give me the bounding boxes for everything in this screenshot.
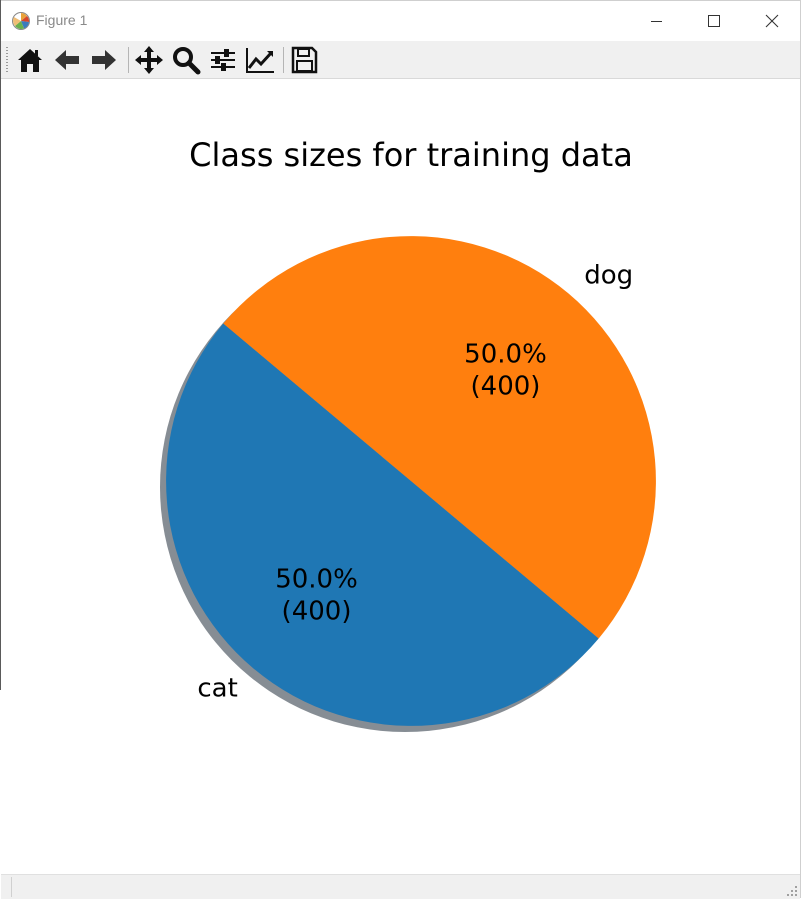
slice-count-dog: (400) (471, 371, 541, 401)
close-button[interactable] (743, 1, 801, 41)
status-separator (11, 877, 12, 897)
home-icon (18, 49, 42, 72)
zoom-button[interactable] (170, 44, 202, 76)
minimize-button[interactable] (627, 1, 685, 41)
line-chart-icon (246, 48, 274, 73)
slice-label-cat: cat (197, 673, 237, 703)
minimize-icon (651, 21, 662, 22)
floppy-disk-icon (291, 46, 318, 74)
edit-axis-button[interactable] (244, 44, 276, 76)
toolbar-grip[interactable] (6, 47, 8, 73)
navigation-toolbar (1, 41, 800, 79)
toolbar-separator (283, 47, 284, 73)
slice-label-dog: dog (584, 261, 633, 291)
configure-subplots-button[interactable] (207, 44, 239, 76)
maximize-icon (708, 15, 720, 27)
forward-button[interactable] (88, 44, 120, 76)
slice-count-cat: (400) (282, 597, 352, 627)
matplotlib-logo-icon (12, 12, 30, 30)
title-bar[interactable]: Figure 1 (1, 0, 800, 41)
save-button[interactable] (288, 44, 320, 76)
window-edge-left (0, 0, 1, 690)
close-icon (765, 14, 779, 28)
arrow-left-icon (55, 50, 79, 70)
back-button[interactable] (51, 44, 83, 76)
sliders-icon (211, 49, 235, 71)
arrow-right-icon (92, 50, 116, 70)
resize-grip-icon[interactable] (786, 885, 798, 897)
maximize-button[interactable] (685, 1, 743, 41)
window-title: Figure 1 (36, 12, 88, 28)
slice-percent-cat: 50.0% (275, 565, 358, 595)
chart-title: Class sizes for training data (189, 136, 633, 174)
home-button[interactable] (14, 44, 46, 76)
pie-slice-cat[interactable] (166, 323, 599, 726)
slice-percent-dog: 50.0% (464, 339, 547, 369)
pan-button[interactable] (133, 44, 165, 76)
move-icon (135, 46, 163, 74)
toolbar-separator (128, 47, 129, 73)
figure-canvas[interactable]: Class sizes for training data cat 50.0% (4… (1, 79, 800, 874)
pie-slice-dog[interactable] (223, 236, 656, 639)
status-bar (1, 874, 800, 899)
pie-chart: Class sizes for training data cat50.0%(4… (160, 136, 656, 732)
magnifier-icon (173, 47, 201, 75)
